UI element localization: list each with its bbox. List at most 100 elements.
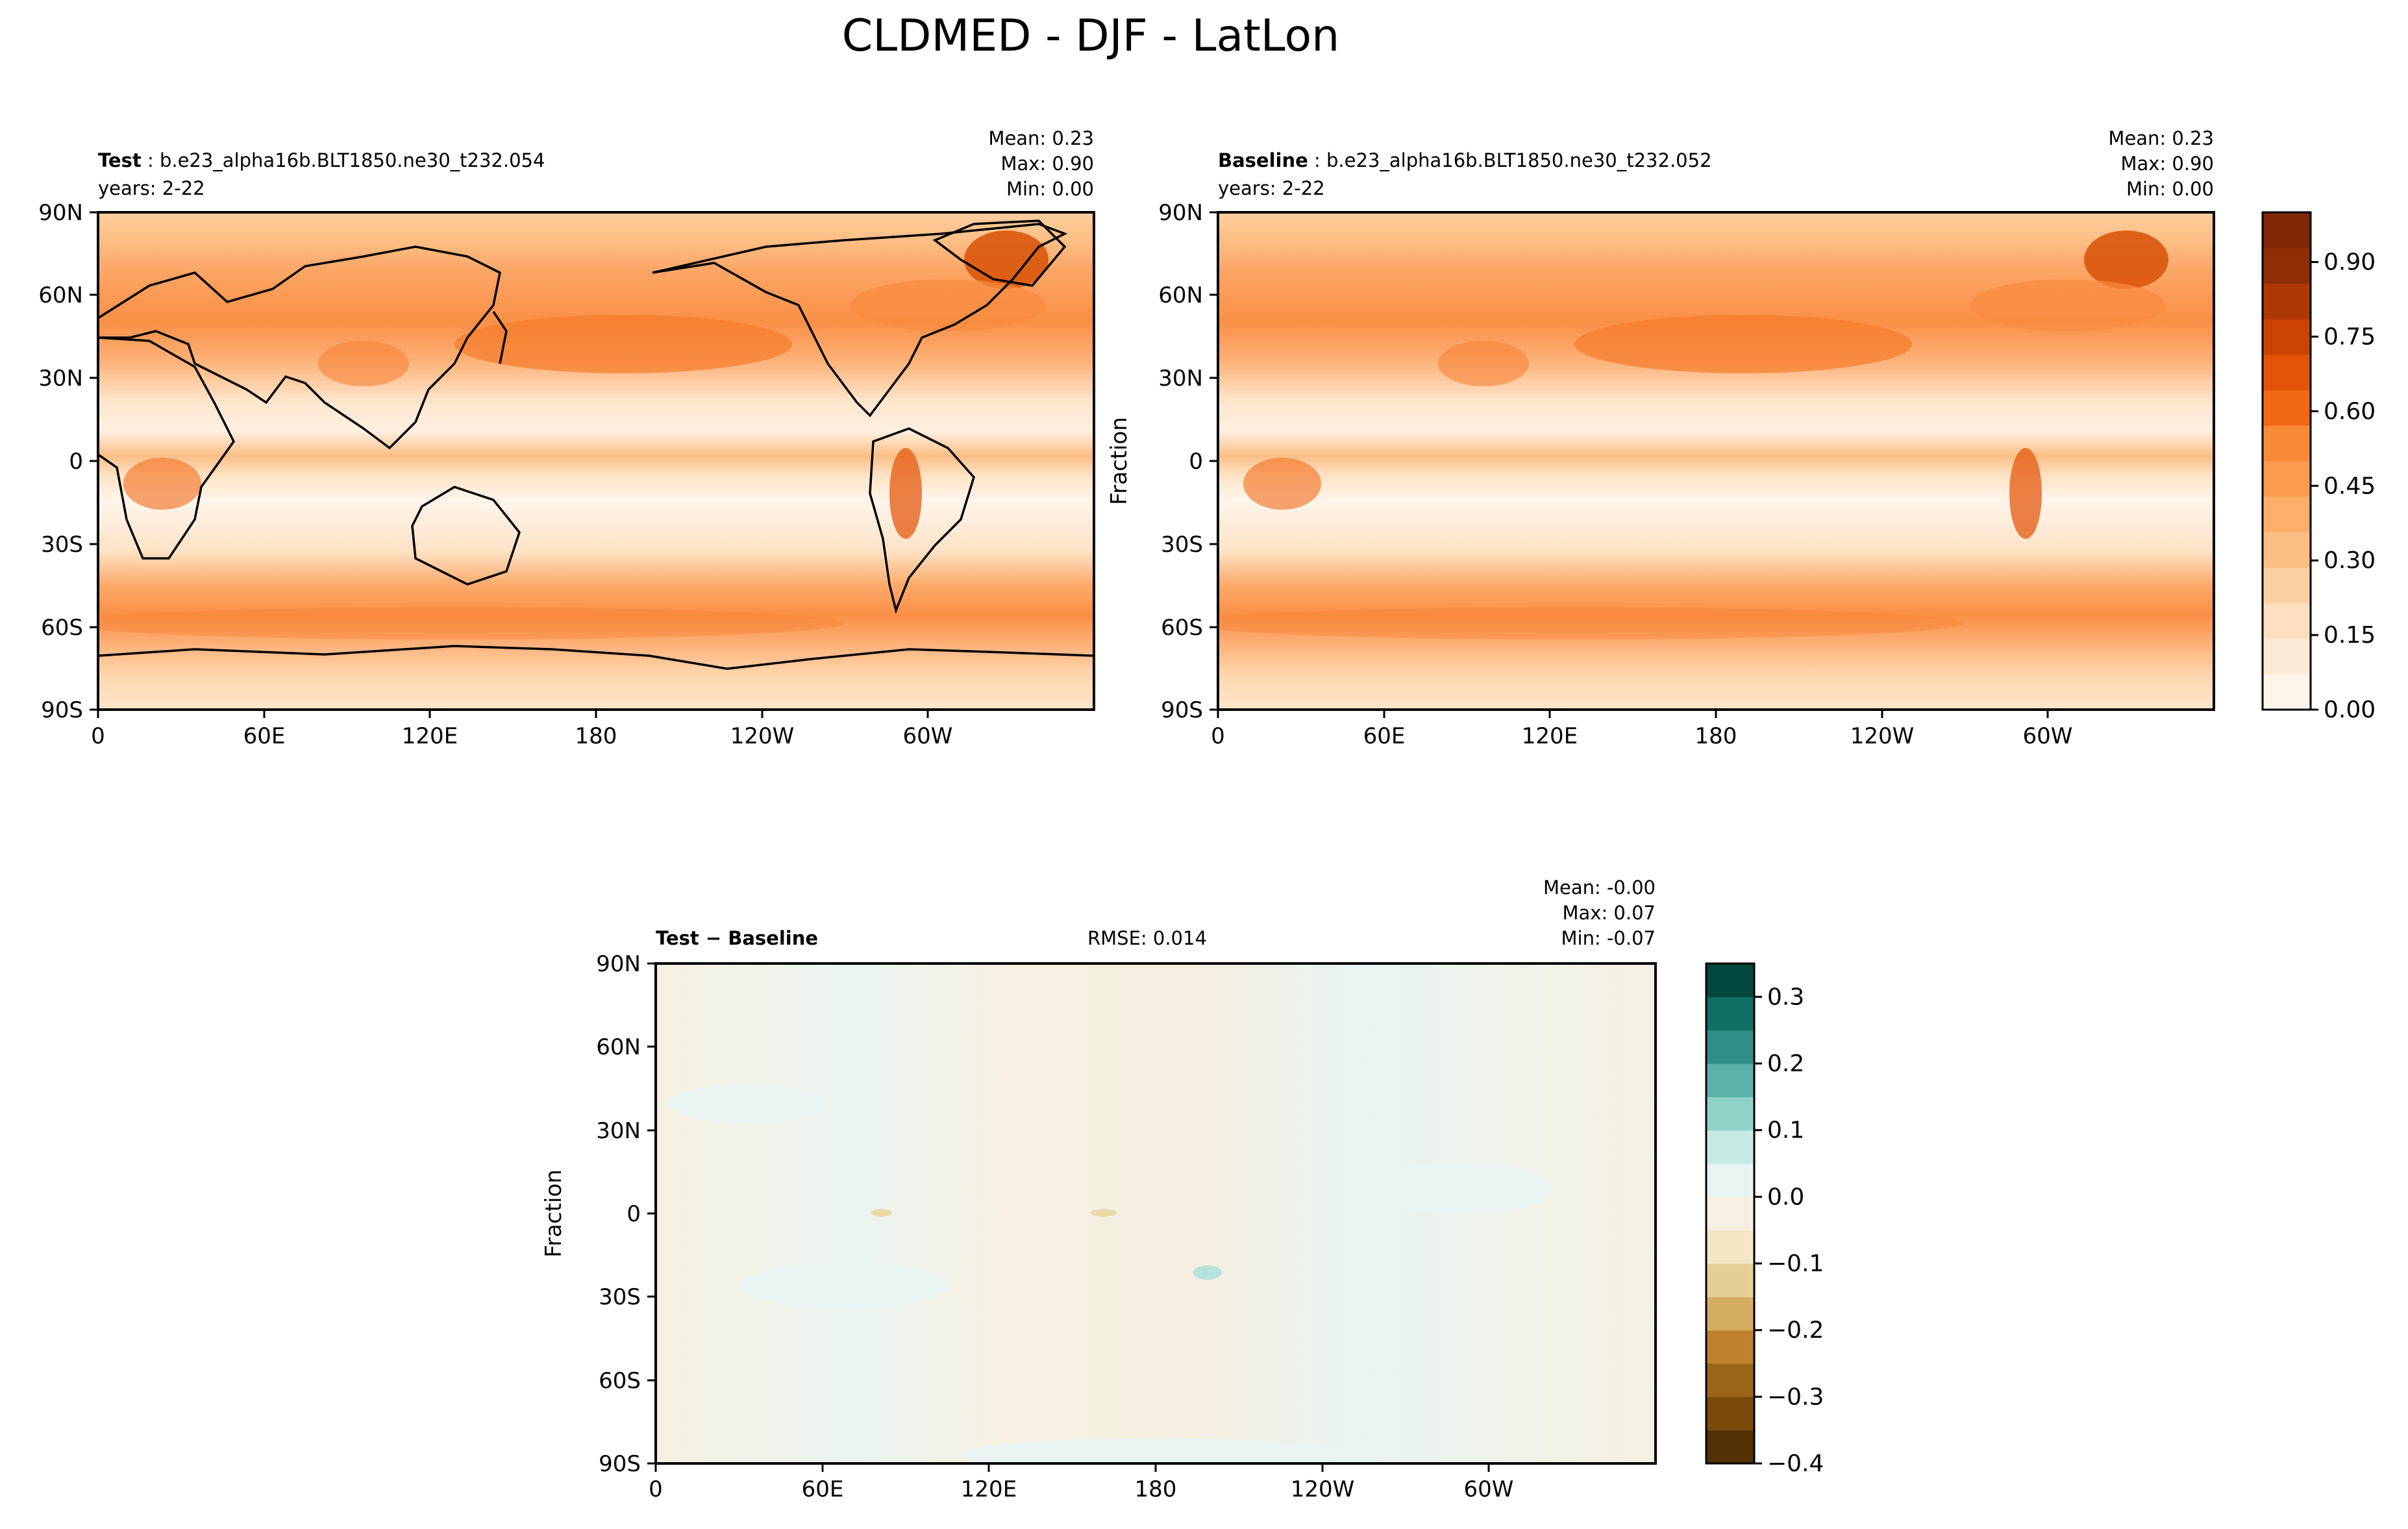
test-coast-antarctica xyxy=(98,645,1094,670)
test-min: Min: 0.00 xyxy=(1006,178,1094,200)
test-header: Test : b.e23_alpha16b.BLT1850.ne30_t232.… xyxy=(98,127,1094,200)
difference-ytick-60n: 60N xyxy=(596,1034,641,1060)
test-coast-eurasia xyxy=(98,245,501,450)
test-title-bold: Test xyxy=(98,149,142,171)
difference-panel: Test − Baseline RMSE: 0.014 Mean: -0.00 … xyxy=(541,876,1657,1502)
test-ytick-60n: 60N xyxy=(38,282,83,308)
baseline-ytick-90n: 90N xyxy=(1158,200,1203,226)
test-years: years: 2-22 xyxy=(98,177,205,199)
difference-colorbar-tick-label-2: 0.1 xyxy=(1767,1117,1804,1144)
fraction-colorbar-swatch-4 xyxy=(2263,532,2311,568)
fraction-colorbar-swatch-13 xyxy=(2263,212,2311,249)
fraction-colorbar-tick-label-2: 0.30 xyxy=(2324,547,2376,574)
difference-min: Min: -0.07 xyxy=(1561,927,1656,949)
difference-ylabel: Fraction xyxy=(541,1169,567,1258)
test-panel: Test : b.e23_alpha16b.BLT1850.ne30_t232.… xyxy=(38,127,1095,749)
baseline-blob-andes xyxy=(2009,448,2042,539)
test-blob-africa xyxy=(123,458,201,510)
difference-xtick-60w: 60W xyxy=(1464,1476,1514,1502)
difference-xtick-0: 0 xyxy=(649,1476,663,1502)
difference-title-bold: Test − Baseline xyxy=(656,927,818,949)
baseline-xtick-120e: 120E xyxy=(1522,723,1578,749)
difference-xtick-120e: 120E xyxy=(961,1476,1017,1502)
baseline-yaxis: 90N 60N 30N 0 30S 60S 90S xyxy=(1158,200,1218,723)
baseline-ytick-90s: 90S xyxy=(1161,697,1203,723)
baseline-case-name: : b.e23_alpha16b.BLT1850.ne30_t232.052 xyxy=(1314,149,1711,171)
baseline-blob-natlantic xyxy=(1970,279,2165,331)
difference-colorbar-swatch-0 xyxy=(1706,1430,1754,1464)
test-ytick-90s: 90S xyxy=(41,697,83,723)
fraction-colorbar-swatch-1 xyxy=(2263,638,2311,675)
difference-blob-5 xyxy=(1091,1209,1117,1217)
difference-xtick-180: 180 xyxy=(1135,1476,1177,1502)
baseline-blob-tibet xyxy=(1438,341,1529,386)
fraction-colorbar-swatch-8 xyxy=(2263,390,2311,426)
baseline-blob-npacific xyxy=(1574,315,1912,373)
test-coast-greenland xyxy=(932,219,1067,287)
test-ytick-90n: 90N xyxy=(38,200,83,226)
test-max: Max: 0.90 xyxy=(1000,153,1094,175)
test-ytick-30s: 30S xyxy=(41,532,83,558)
fraction-colorbar-tick-label-5: 0.75 xyxy=(2324,324,2376,351)
difference-colorbar-swatch-13 xyxy=(1706,997,1754,1031)
difference-colorbar-tick-label-0: 0.3 xyxy=(1767,984,1804,1010)
difference-ytick-30s: 30S xyxy=(599,1284,641,1310)
test-coast-africa xyxy=(98,336,236,560)
baseline-xtick-120w: 120W xyxy=(1850,723,1915,749)
fraction-colorbar-swatch-11 xyxy=(2263,283,2311,319)
difference-colorbar: 0.3 0.2 0.1 0.0 −0.1 −0.2 −0.3 −0.4 xyxy=(1705,962,1824,1477)
baseline-xtick-0: 0 xyxy=(1211,723,1225,749)
difference-colorbar-tick-label-7: −0.4 xyxy=(1767,1450,1824,1477)
svg-text:Test : b.e23_alpha16b.: Test : b.e23_alpha16b.BLT1850.ne30_t232.… xyxy=(98,149,545,171)
difference-xaxis: 0 60E 120E 180 120W 60W xyxy=(649,1463,1513,1502)
baseline-ylabel: Fraction xyxy=(1106,417,1132,505)
test-coastlines xyxy=(98,219,1094,670)
difference-colorbar-tick-label-3: 0.0 xyxy=(1767,1184,1804,1210)
baseline-min: Min: 0.00 xyxy=(2126,178,2214,200)
test-ytick-0: 0 xyxy=(69,449,83,475)
baseline-xaxis: 0 60E 120E 180 120W 60W xyxy=(1211,710,2072,749)
test-blob-southern xyxy=(98,607,844,640)
difference-xtick-60e: 60E xyxy=(802,1476,844,1502)
baseline-title-bold: Baseline xyxy=(1218,149,1308,171)
difference-ytick-0: 0 xyxy=(627,1201,641,1227)
difference-colorbar-swatch-10 xyxy=(1706,1097,1754,1131)
test-coast-australia xyxy=(411,486,521,586)
fraction-colorbar-frame xyxy=(2261,211,2312,711)
fraction-colorbar: 0.00 0.15 0.30 0.45 0.60 0.75 0.90 xyxy=(2261,211,2376,723)
difference-blob-1 xyxy=(669,1084,825,1123)
baseline-ytick-60s: 60S xyxy=(1161,615,1203,641)
baseline-years: years: 2-22 xyxy=(1218,177,1325,199)
difference-blob-2 xyxy=(740,1263,948,1308)
test-ytick-60s: 60S xyxy=(41,615,83,641)
difference-xtick-120w: 120W xyxy=(1291,1476,1355,1502)
test-coast-samerica xyxy=(869,427,975,614)
fraction-colorbar-swatch-12 xyxy=(2263,247,2311,284)
test-blob-npacific xyxy=(454,315,792,373)
test-coast-namerica xyxy=(652,223,1068,417)
baseline-blob-greenland xyxy=(2084,230,2168,289)
difference-ytick-30n: 30N xyxy=(596,1118,641,1144)
test-xtick-60w: 60W xyxy=(903,723,953,749)
difference-colorbar-swatch-4 xyxy=(1706,1297,1754,1331)
difference-header: Test − Baseline RMSE: 0.014 Mean: -0.00 … xyxy=(656,876,1656,949)
difference-colorbar-swatch-6 xyxy=(1706,1230,1754,1264)
fraction-colorbar-swatch-6 xyxy=(2263,461,2311,497)
difference-max: Max: 0.07 xyxy=(1562,902,1656,924)
fraction-colorbar-swatch-9 xyxy=(2263,354,2311,391)
test-blob-tibet xyxy=(318,341,409,386)
test-xtick-120e: 120E xyxy=(402,723,458,749)
test-coast-japan xyxy=(492,311,508,364)
baseline-header: Baseline : b.e23_alpha16b.BLT1850.ne30_t… xyxy=(1218,127,2214,200)
test-yaxis: 90N 60N 30N 0 30S 60S 90S xyxy=(38,200,98,723)
difference-blob-6 xyxy=(871,1209,892,1217)
difference-mean: Mean: -0.00 xyxy=(1543,876,1656,899)
difference-rmse: RMSE: 0.014 xyxy=(1087,927,1207,949)
test-case-name: : b.e23_alpha16b.BLT1850.ne30_t232.054 xyxy=(147,149,545,171)
difference-blob-7 xyxy=(961,1438,1350,1463)
svg-text:Baseline : b.e23_alpha: Baseline : b.e23_alpha16b.BLT1850.ne30_t… xyxy=(1218,149,1712,171)
difference-ytick-90n: 90N xyxy=(596,951,641,977)
difference-blob-4 xyxy=(1193,1265,1222,1280)
difference-colorbar-frame xyxy=(1705,962,1756,1465)
